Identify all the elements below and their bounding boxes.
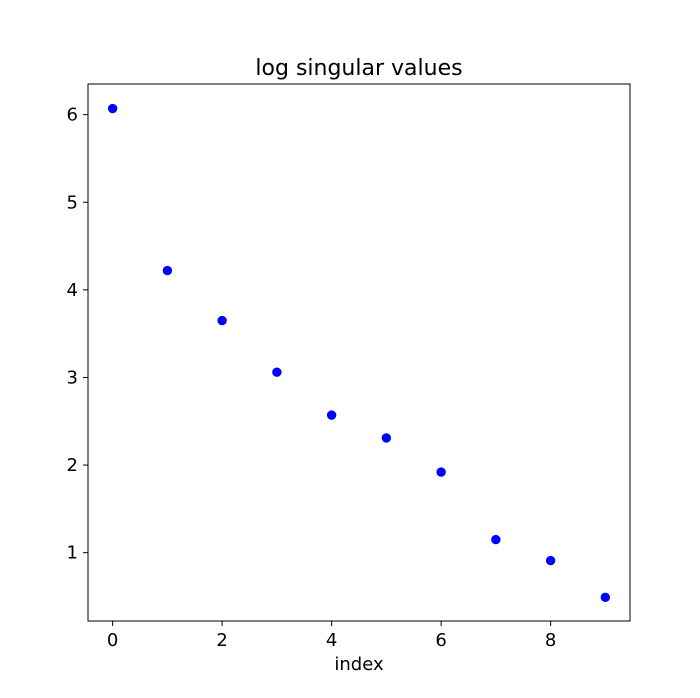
x-tick-label: 4 (326, 630, 337, 651)
x-tick-label: 2 (216, 630, 227, 651)
x-axis-label: index (334, 654, 384, 675)
x-tick-label: 0 (107, 630, 118, 651)
axis-ticks: 0 2 4 6 8 1 2 3 4 5 6 (67, 105, 557, 651)
data-point (217, 315, 227, 326)
x-tick-label: 6 (435, 630, 446, 651)
y-tick-label: 6 (67, 105, 78, 126)
data-point (272, 367, 282, 377)
data-point (326, 410, 337, 420)
y-tick-label: 2 (67, 455, 78, 476)
data-point (600, 592, 611, 603)
data-point (162, 265, 173, 276)
x-tick-label: 8 (545, 630, 556, 651)
chart-title: log singular values (255, 56, 462, 81)
y-tick-label: 3 (67, 367, 78, 388)
y-tick-label: 5 (67, 192, 78, 213)
plot-frame (87, 83, 631, 622)
data-point (545, 555, 556, 566)
y-tick-label: 1 (67, 543, 78, 564)
data-points (107, 103, 611, 603)
y-tick-label: 4 (67, 280, 78, 301)
data-point (107, 103, 118, 114)
data-point (491, 534, 501, 545)
data-point (436, 467, 446, 477)
data-point (381, 433, 392, 443)
